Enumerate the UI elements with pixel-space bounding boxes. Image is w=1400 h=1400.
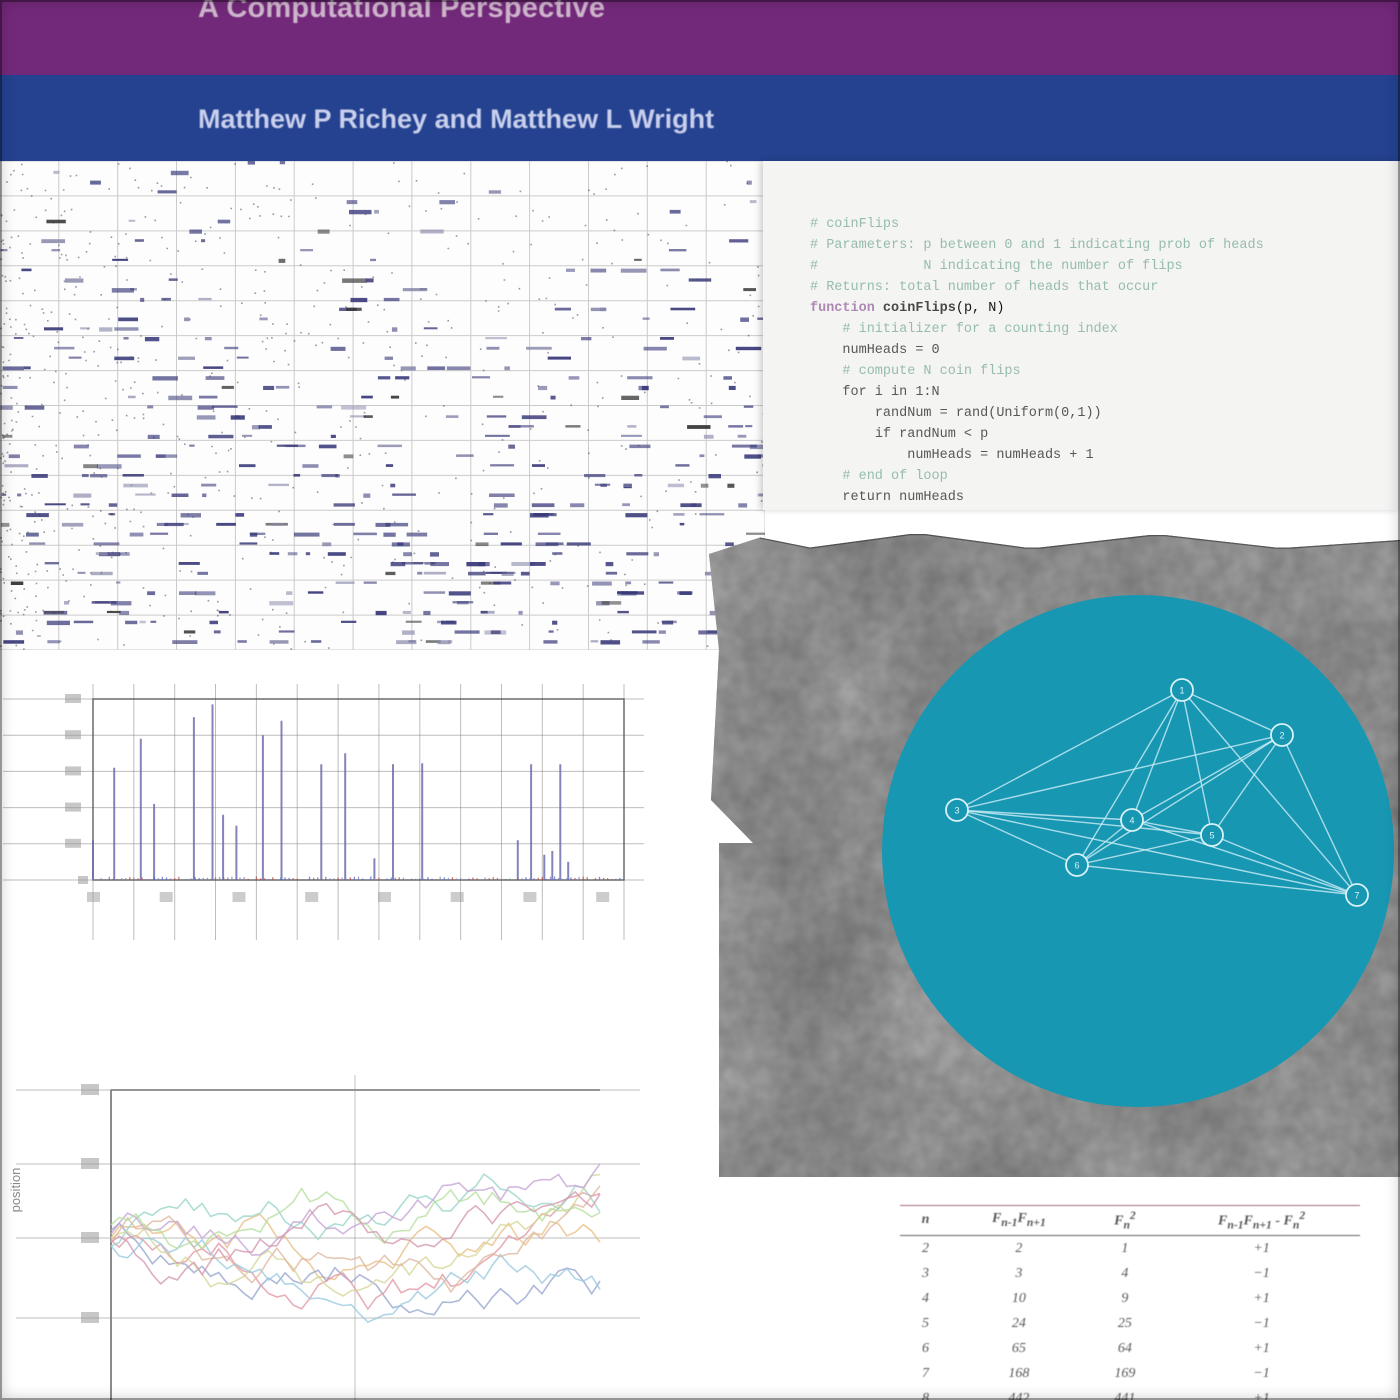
svg-text:4: 4 <box>1129 816 1134 826</box>
svg-text:1: 1 <box>1179 686 1184 696</box>
svg-text:3: 3 <box>954 806 959 816</box>
svg-text:7: 7 <box>1354 891 1359 901</box>
svg-text:5: 5 <box>1209 831 1214 841</box>
svg-text:2: 2 <box>1279 731 1284 741</box>
svg-text:6: 6 <box>1074 861 1079 871</box>
